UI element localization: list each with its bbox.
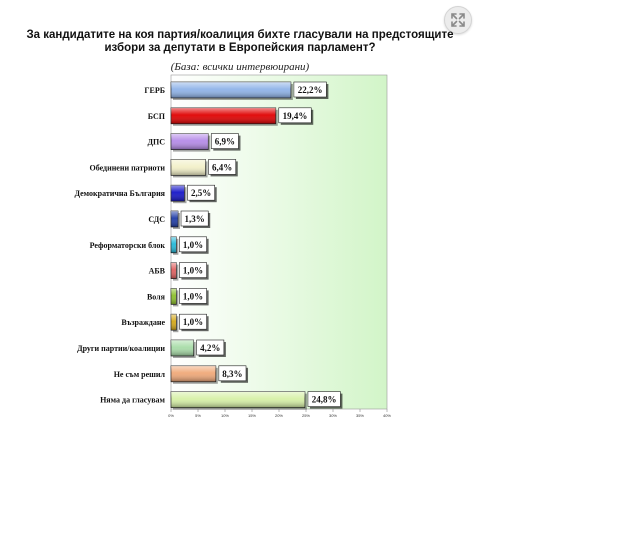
x-tick-label: 30% <box>329 413 337 418</box>
value-label: 24,8% <box>312 395 337 405</box>
value-label: 4,2% <box>200 343 220 353</box>
value-label-box <box>179 288 207 304</box>
value-label-box <box>179 262 207 278</box>
category-label: Обединени патриоти <box>89 163 165 172</box>
category-label: АБВ <box>149 267 166 276</box>
value-label: 1,3% <box>184 214 204 224</box>
value-label: 22,2% <box>298 85 323 95</box>
value-label-box <box>218 365 247 382</box>
x-tick-label: 15% <box>248 413 256 418</box>
value-label-box <box>179 313 207 330</box>
category-label: Няма да гласувам <box>100 396 165 405</box>
category-label: СДС <box>148 215 165 224</box>
bar-shine <box>171 211 179 227</box>
category-label: Демократична България <box>75 189 166 198</box>
chart-subtitle: (База: всички интервюирани) <box>170 61 310 73</box>
value-label-box <box>278 107 312 124</box>
value-label: 6,9% <box>215 137 235 147</box>
expand-button[interactable] <box>444 6 472 34</box>
category-label: ГЕРБ <box>144 86 165 95</box>
x-tick-label: 35% <box>356 413 364 418</box>
chart-title: За кандидатите на коя партия/коалиция би… <box>26 29 454 54</box>
value-label: 1,0% <box>183 291 203 301</box>
expand-icon <box>451 13 465 27</box>
x-tick-label: 25% <box>302 413 310 418</box>
category-label: Воля <box>147 292 166 301</box>
value-label-box <box>208 159 237 175</box>
bar-shine <box>171 288 177 305</box>
bar-shine <box>171 133 209 150</box>
value-label: 1,0% <box>183 317 203 327</box>
bar-shine <box>171 314 177 331</box>
bar-shine <box>171 365 216 382</box>
bar-shine <box>171 82 291 98</box>
bar-shine <box>171 185 185 202</box>
x-tick-label: 20% <box>275 413 283 418</box>
bar-shine <box>171 391 305 408</box>
x-tick-label: 10% <box>221 413 229 418</box>
value-label: 6,4% <box>212 162 232 172</box>
bar-shine <box>171 236 177 253</box>
bar-shine <box>171 340 194 356</box>
x-tick-label: 40% <box>383 413 391 418</box>
category-label: Други партии/коалиции <box>77 344 165 353</box>
category-label: БСП <box>148 112 166 121</box>
bar-shine <box>171 262 177 279</box>
value-label-box <box>196 339 225 356</box>
value-label: 2,5% <box>191 188 211 198</box>
x-tick-label: 5% <box>195 413 201 418</box>
bar-shine <box>171 107 276 124</box>
value-label-box <box>180 210 209 227</box>
value-label: 19,4% <box>283 111 308 121</box>
value-label-box <box>307 391 341 407</box>
value-label-box <box>210 133 239 149</box>
value-label-box <box>179 236 207 253</box>
value-label: 1,0% <box>183 266 203 276</box>
x-tick-label: 0% <box>168 413 174 418</box>
category-label: Възраждане <box>121 318 165 327</box>
category-label: Реформаторски блок <box>90 241 166 250</box>
category-label: Не съм решил <box>114 370 166 379</box>
category-label: ДПС <box>147 138 165 147</box>
bar-shine <box>171 159 206 176</box>
value-label: 8,3% <box>222 369 242 379</box>
value-label-box <box>187 184 216 201</box>
value-label-box <box>293 81 327 98</box>
value-label: 1,0% <box>183 240 203 250</box>
